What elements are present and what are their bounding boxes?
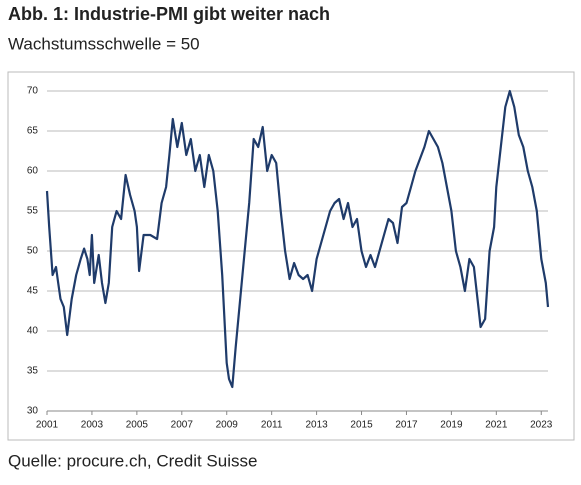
y-tick-label: 45 <box>27 286 39 297</box>
y-tick-label: 70 <box>27 86 39 97</box>
chart-title: Abb. 1: Industrie-PMI gibt weiter nach <box>8 4 330 24</box>
x-tick-label: 2023 <box>530 420 553 431</box>
x-tick-label: 2015 <box>350 420 373 431</box>
y-tick-label: 50 <box>27 246 39 257</box>
chart-subtitle: Wachstumsschwelle = 50 <box>8 34 200 53</box>
x-tick-label: 2001 <box>36 420 59 431</box>
x-tick-label: 2021 <box>485 420 508 431</box>
x-tick-label: 2011 <box>261 420 283 431</box>
y-tick-label: 55 <box>27 206 39 217</box>
y-tick-label: 35 <box>27 366 39 377</box>
source: Quelle: procure.ch, Credit Suisse <box>8 451 257 470</box>
x-tick-label: 2017 <box>395 420 418 431</box>
y-tick-label: 40 <box>27 326 39 337</box>
x-tick-label: 2005 <box>126 420 149 431</box>
plot-frame <box>7 71 575 441</box>
x-tick-label: 2003 <box>81 420 104 431</box>
x-tick-label: 2019 <box>440 420 463 431</box>
y-tick-label: 60 <box>27 166 39 177</box>
x-tick-label: 2007 <box>171 420 194 431</box>
line <box>45 89 550 389</box>
y-tick-label: 65 <box>27 126 39 137</box>
y-tick-label: 30 <box>27 406 39 417</box>
x-tick-label: 2013 <box>305 420 328 431</box>
x-tick-label: 2009 <box>216 420 239 431</box>
